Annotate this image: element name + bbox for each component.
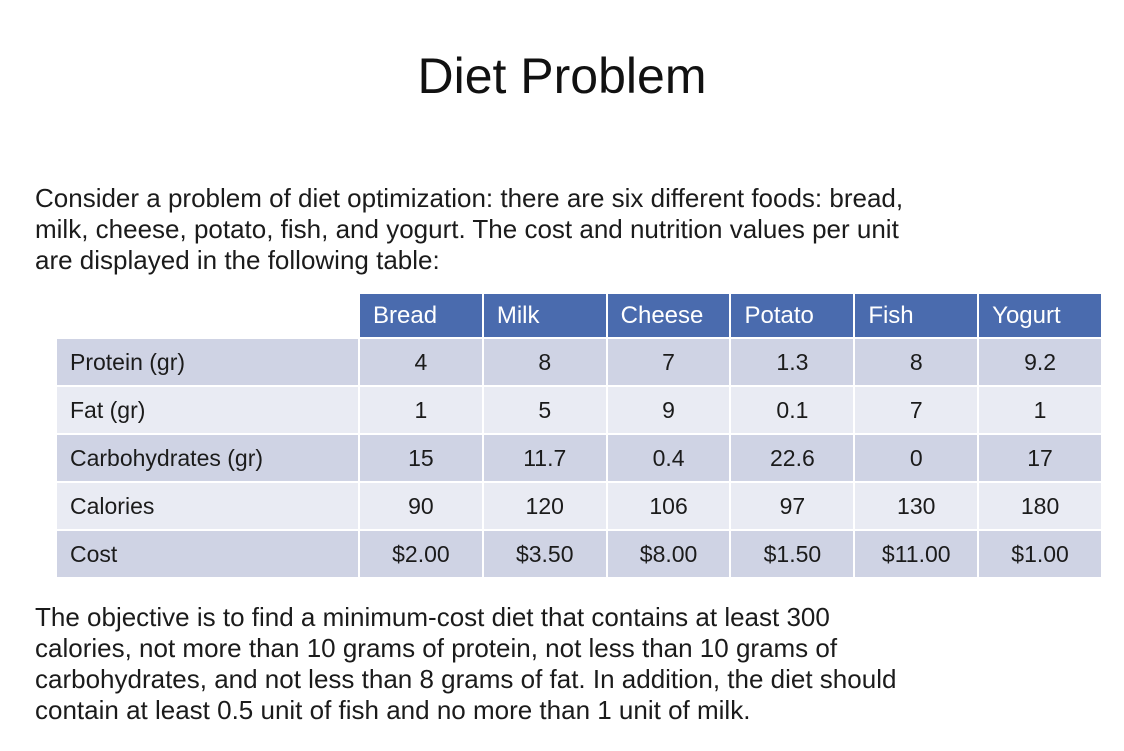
intro-paragraph: Consider a problem of diet optimization:… (35, 183, 1107, 276)
column-header-potato: Potato (729, 292, 856, 339)
column-header-milk: Milk (481, 292, 608, 339)
value-cell: 5 (481, 385, 608, 435)
table-row-carbohydrates: Carbohydrates (gr) 15 11.7 0.4 22.6 0 17 (55, 433, 1103, 483)
intro-line: Consider a problem of diet optimization:… (35, 183, 904, 213)
value-cell: 9.2 (977, 337, 1103, 387)
intro-line: milk, cheese, potato, fish, and yogurt. … (35, 214, 899, 244)
column-header-yogurt: Yogurt (977, 292, 1103, 339)
value-cell: $2.00 (358, 529, 484, 579)
slide: Diet Problem Consider a problem of diet … (0, 45, 1124, 751)
value-cell: 130 (853, 481, 980, 531)
intro-line: are displayed in the following table: (35, 245, 440, 275)
column-header-fish: Fish (853, 292, 980, 339)
value-cell: 7 (853, 385, 980, 435)
value-cell: $3.50 (481, 529, 608, 579)
value-cell: 106 (605, 481, 732, 531)
value-cell: 22.6 (729, 433, 856, 483)
value-cell: 0.4 (605, 433, 732, 483)
conclusion-line: The objective is to find a minimum-cost … (35, 602, 830, 632)
table-header-row: Bread Milk Cheese Potato Fish Yogurt (55, 292, 1103, 339)
value-cell: 4 (358, 337, 484, 387)
column-header-bread: Bread (358, 292, 484, 339)
page-title: Diet Problem (417, 48, 707, 104)
table-row-fat: Fat (gr) 1 5 9 0.1 7 1 (55, 385, 1103, 435)
row-label-cell: Calories (55, 481, 360, 531)
table-row-protein: Protein (gr) 4 8 7 1.3 8 9.2 (55, 337, 1103, 387)
value-cell: 1 (977, 385, 1103, 435)
value-cell: 8 (481, 337, 608, 387)
value-cell: 0 (853, 433, 980, 483)
value-cell: 7 (605, 337, 732, 387)
conclusion-line: calories, not more than 10 grams of prot… (35, 633, 838, 663)
value-cell: 180 (977, 481, 1103, 531)
value-cell: 15 (358, 433, 484, 483)
row-label-cell: Fat (gr) (55, 385, 360, 435)
row-label-cell: Cost (55, 529, 360, 579)
value-cell: 11.7 (481, 433, 608, 483)
table-row-calories: Calories 90 120 106 97 130 180 (55, 481, 1103, 531)
value-cell: 0.1 (729, 385, 856, 435)
value-cell: 9 (605, 385, 732, 435)
corner-cell (55, 292, 360, 339)
value-cell: $1.00 (977, 529, 1103, 579)
row-label-cell: Protein (gr) (55, 337, 360, 387)
value-cell: 8 (853, 337, 980, 387)
row-label-cell: Carbohydrates (gr) (55, 433, 360, 483)
value-cell: 1 (358, 385, 484, 435)
value-cell: $1.50 (729, 529, 856, 579)
conclusion-paragraph: The objective is to find a minimum-cost … (35, 602, 1107, 726)
conclusion-line: carbohydrates, and not less than 8 grams… (35, 664, 897, 694)
value-cell: 17 (977, 433, 1103, 483)
value-cell: 120 (481, 481, 608, 531)
table-row-cost: Cost $2.00 $3.50 $8.00 $1.50 $11.00 $1.0… (55, 529, 1103, 579)
value-cell: $11.00 (853, 529, 980, 579)
value-cell: $8.00 (605, 529, 732, 579)
value-cell: 1.3 (729, 337, 856, 387)
value-cell: 97 (729, 481, 856, 531)
conclusion-line: contain at least 0.5 unit of fish and no… (35, 695, 751, 725)
value-cell: 90 (358, 481, 484, 531)
nutrition-table: Bread Milk Cheese Potato Fish Yogurt Pro… (55, 292, 1103, 579)
column-header-cheese: Cheese (605, 292, 732, 339)
